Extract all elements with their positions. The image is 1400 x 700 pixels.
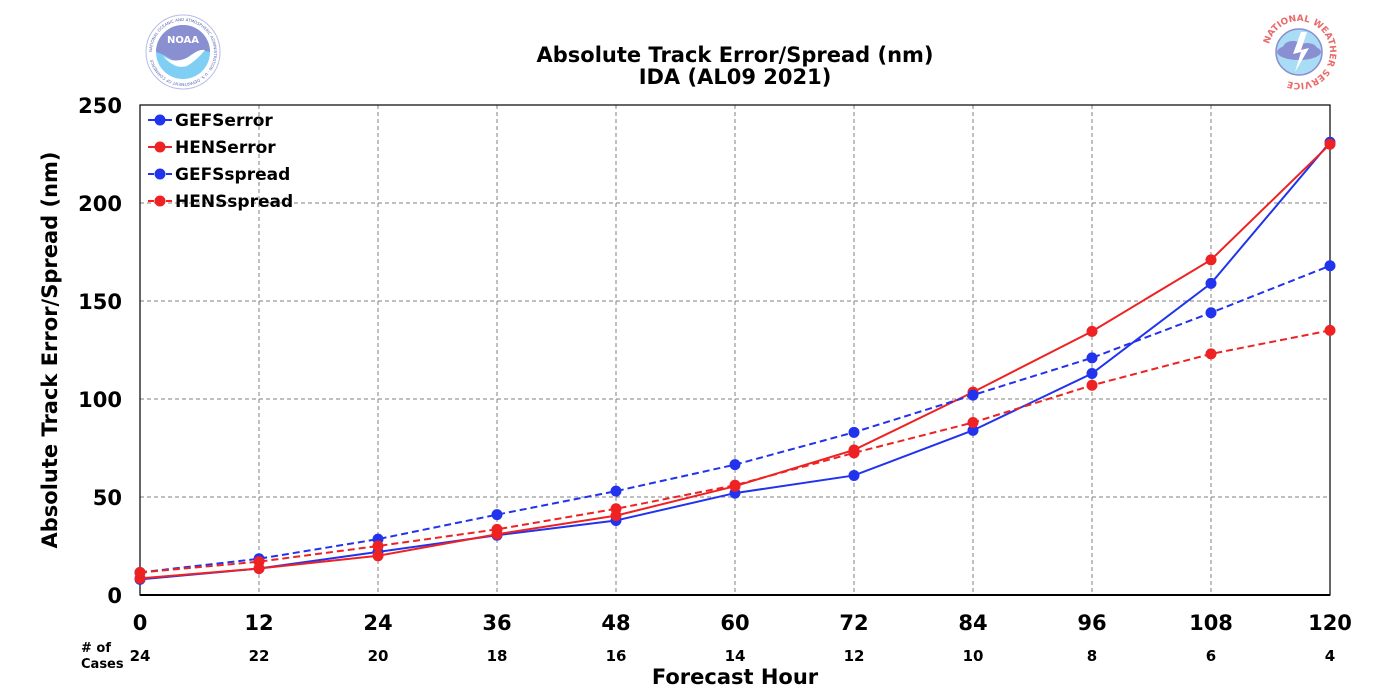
y-tick-label: 200: [78, 192, 122, 216]
data-point: [848, 469, 860, 481]
series-layer: [134, 136, 1336, 585]
chart-title-line2: IDA (AL09 2021): [639, 65, 832, 89]
noaa-logo: NATIONAL OCEANIC AND ATMOSPHERIC ADMINIS…: [145, 14, 221, 90]
cases-count: 4: [1325, 647, 1335, 665]
legend-marker: [154, 195, 166, 207]
x-tick-label: 36: [482, 611, 511, 635]
data-point: [1205, 254, 1217, 266]
cases-count: 16: [606, 647, 627, 665]
cases-count: 6: [1206, 647, 1216, 665]
x-tick-label: 48: [601, 611, 630, 635]
data-point: [1324, 260, 1336, 272]
legend-marker: [154, 168, 166, 180]
x-tick-label: 72: [839, 611, 868, 635]
y-tick-label: 0: [107, 584, 122, 608]
data-point: [1205, 348, 1217, 360]
y-tick-label: 150: [78, 290, 122, 314]
chart-title-line1: Absolute Track Error/Spread (nm): [536, 43, 933, 67]
x-tick-label: 108: [1189, 611, 1233, 635]
data-point: [848, 426, 860, 438]
grid-lines: [140, 105, 1330, 595]
x-tick-label: 12: [244, 611, 273, 635]
data-point: [848, 447, 860, 459]
x-tick-label: 60: [720, 611, 749, 635]
data-point: [1086, 352, 1098, 364]
y-axis-label: Absolute Track Error/Spread (nm): [38, 151, 62, 548]
cases-row: 24 22 20 18 16 14 12 10 8 6 4: [130, 647, 1336, 665]
cases-count: 10: [963, 647, 984, 665]
series-line: [139, 329, 1331, 574]
x-tick-label: 24: [363, 611, 392, 635]
data-point: [372, 550, 384, 562]
data-point: [967, 424, 979, 436]
legend-label: HENSspread: [175, 192, 293, 212]
data-point: [1086, 368, 1098, 380]
y-tick-label: 250: [78, 94, 122, 118]
data-point: [610, 485, 622, 497]
data-point: [253, 556, 265, 568]
series-HENSspread: [134, 324, 1336, 578]
legend-entry: HENSerror: [148, 138, 276, 158]
cases-count: 14: [725, 647, 746, 665]
data-point: [1205, 307, 1217, 319]
y-tick-label: 100: [78, 388, 122, 412]
legend-label: GEFSspread: [175, 165, 290, 185]
cases-label-line2: Cases: [81, 657, 124, 672]
nws-logo: NATIONAL WEATHER SERVICE: [1261, 14, 1337, 90]
y-tick-labels: 0 50 100 150 200 250: [78, 94, 122, 608]
legend-label: HENSerror: [175, 138, 276, 158]
data-point: [491, 509, 503, 521]
legend-marker: [154, 114, 166, 126]
x-tick-label: 96: [1077, 611, 1106, 635]
legend-entry: GEFSerror: [148, 111, 273, 131]
legend: GEFSerror HENSerror GEFSspread HENSspread: [148, 111, 293, 212]
legend-entry: GEFSspread: [148, 165, 290, 185]
x-tick-label: 0: [133, 611, 148, 635]
data-point: [610, 503, 622, 515]
data-point: [967, 389, 979, 401]
cases-count: 18: [487, 647, 508, 665]
noaa-logo-text: NOAA: [167, 35, 199, 46]
y-tick-label: 50: [93, 486, 122, 510]
legend-marker: [154, 141, 166, 153]
legend-label: GEFSerror: [175, 111, 273, 131]
data-point: [1324, 324, 1336, 336]
cases-label-line1: # of: [81, 641, 111, 656]
legend-entry: HENSspread: [148, 192, 293, 212]
data-point: [967, 417, 979, 429]
data-point: [134, 566, 146, 578]
data-point: [372, 540, 384, 552]
x-tick-labels: 0 12 24 36 48 60 72 84 96 108 120: [133, 611, 1352, 635]
data-point: [729, 479, 741, 491]
data-point: [1324, 138, 1336, 150]
cases-count: 12: [844, 647, 865, 665]
x-tick-label: 120: [1308, 611, 1352, 635]
cases-count: 24: [130, 647, 151, 665]
x-tick-label: 84: [958, 611, 987, 635]
data-point: [1086, 325, 1098, 337]
data-point: [491, 523, 503, 535]
cases-count: 22: [249, 647, 270, 665]
x-axis-label: Forecast Hour: [652, 665, 819, 689]
data-point: [1205, 277, 1217, 289]
data-point: [1086, 379, 1098, 391]
series-GEFSspread: [134, 260, 1336, 578]
plot-area: 0 12 24 36 48 60 72 84 96 108 120 050100150200250 …: [78, 94, 1352, 665]
cases-count: 20: [368, 647, 389, 665]
data-point: [729, 459, 741, 471]
cases-count: 8: [1087, 647, 1097, 665]
